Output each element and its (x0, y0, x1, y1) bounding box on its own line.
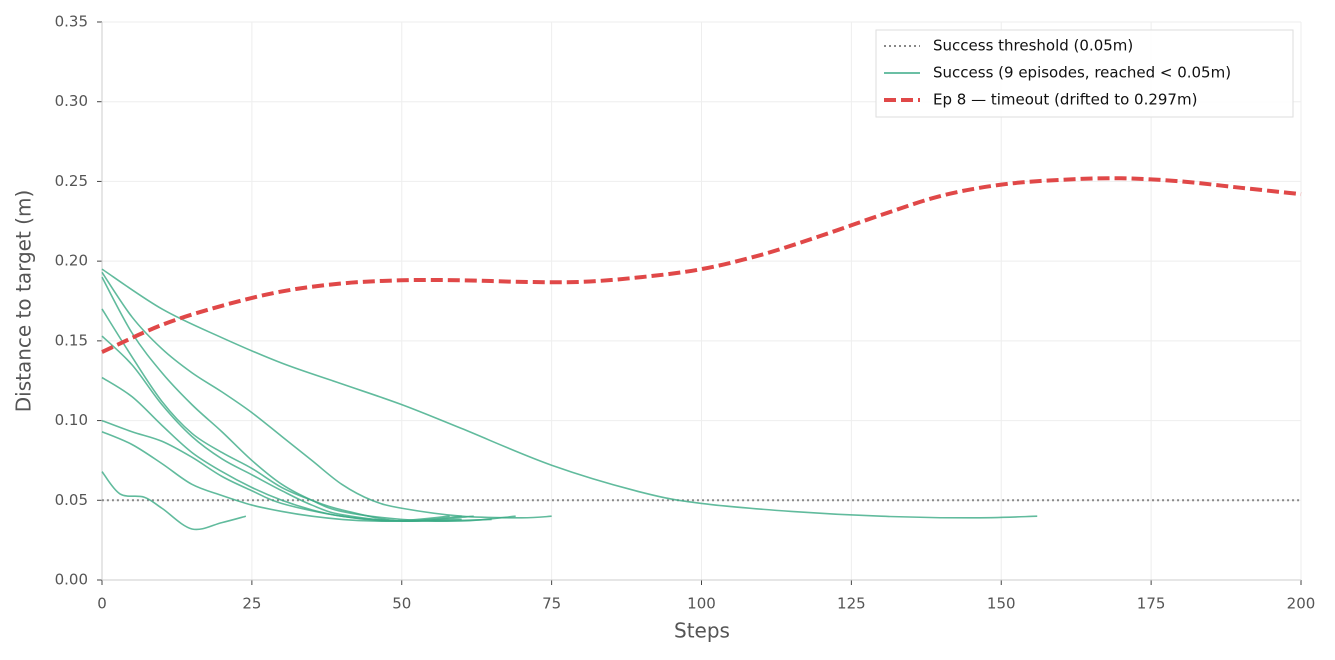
episode-line (101, 335, 462, 522)
x-tick-label: 125 (837, 595, 866, 613)
episode-line (101, 471, 247, 531)
y-tick-label: 0.05 (55, 491, 88, 509)
x-tick-label: 50 (392, 595, 411, 613)
episode-line (101, 271, 552, 519)
y-tick-label: 0.00 (55, 571, 88, 589)
x-tick-label: 150 (987, 595, 1016, 613)
episode-line (101, 419, 462, 522)
y-tick-label: 0.35 (55, 13, 88, 31)
y-axis-label: Distance to target (m) (12, 190, 36, 413)
x-tick-label: 100 (687, 595, 716, 613)
series-line (101, 176, 1302, 354)
episode-line (101, 430, 492, 523)
y-tick-label: 0.20 (55, 252, 88, 270)
y-tick-label: 0.15 (55, 331, 88, 349)
y-tick-label: 0.30 (55, 92, 88, 110)
episode-line (101, 268, 1038, 519)
x-tick-label: 75 (542, 595, 561, 613)
legend-label: Success (9 episodes, reached < 0.05m) (933, 64, 1231, 82)
y-tick-label: 0.25 (55, 172, 88, 190)
episode-line (101, 308, 474, 522)
y-tick-label: 0.10 (55, 411, 88, 429)
legend-label: Success threshold (0.05m) (933, 37, 1133, 55)
legend-label: Ep 8 — timeout (drifted to 0.297m) (933, 91, 1197, 109)
x-axis-label: Steps (674, 619, 730, 643)
legend-box (875, 29, 1294, 118)
x-tick-label: 0 (97, 595, 107, 613)
episode-line (101, 276, 516, 523)
x-tick-label: 200 (1287, 595, 1316, 613)
x-tick-label: 25 (242, 595, 261, 613)
x-tick-label: 175 (1137, 595, 1166, 613)
